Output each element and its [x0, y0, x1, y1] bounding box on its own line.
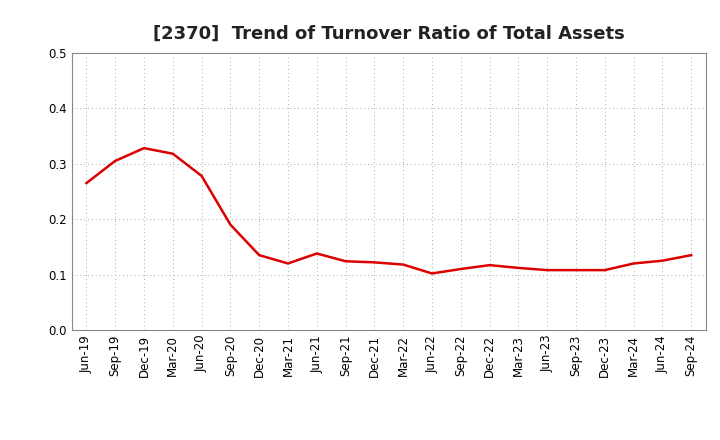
Title: [2370]  Trend of Turnover Ratio of Total Assets: [2370] Trend of Turnover Ratio of Total … [153, 25, 625, 43]
